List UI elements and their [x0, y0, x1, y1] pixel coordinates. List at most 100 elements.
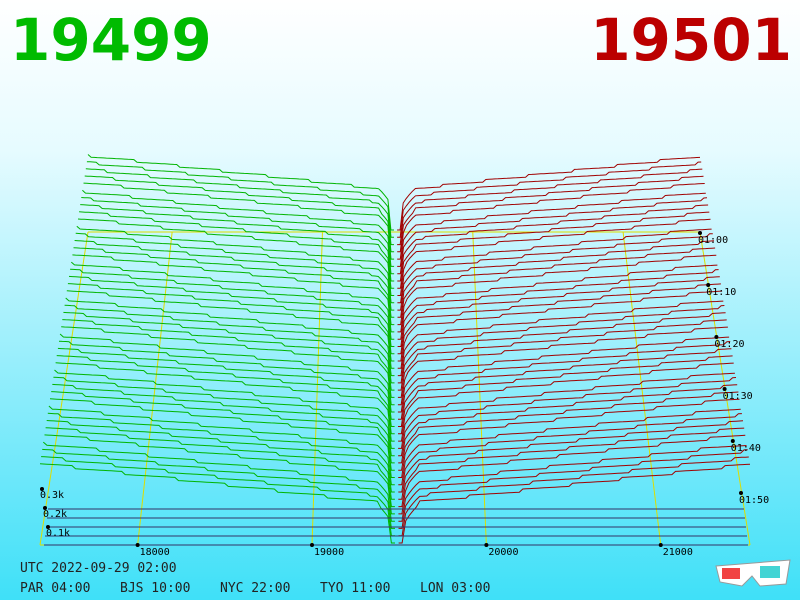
- bid-depth-line: [49, 398, 395, 478]
- ask-depth-line: [398, 427, 745, 508]
- ask-depth-line: [397, 192, 706, 267]
- axis-labels: 18000 19000 20000 21000 01:00 01:10 01:20 01:30…: [40, 231, 769, 558]
- ask-depth-line: [397, 312, 726, 391]
- price-grid: [311, 231, 323, 546]
- bid-depth-line: [72, 254, 395, 333]
- time-tick-label: 01:10: [706, 287, 736, 298]
- bid-depth-line: [55, 362, 395, 442]
- bid-depth-line: [61, 326, 395, 406]
- ask-depth-line: [397, 264, 718, 340]
- bid-depth-line: [59, 333, 395, 413]
- ask-depth-line: [397, 240, 715, 318]
- bid-depth-line: [83, 182, 395, 260]
- bid-depth-line: [65, 297, 395, 377]
- ask-depth-line: [398, 449, 748, 529]
- world-clock: PAR 04:00: [20, 581, 90, 596]
- ask-depth-line: [398, 362, 734, 442]
- bid-depth-line: [70, 268, 395, 347]
- tick-dot: [706, 283, 711, 287]
- price-tick-label: 21000: [663, 547, 693, 558]
- ask-depth-line: [398, 391, 739, 471]
- tick-dot: [310, 543, 315, 547]
- ask-depth-line: [397, 233, 713, 311]
- bid-depth-line: [46, 420, 395, 500]
- ask-depth-line: [397, 156, 701, 231]
- ask-depth-line: [397, 319, 727, 398]
- bid-depth-line: [82, 189, 395, 267]
- depth-tick-label: 0.1k: [46, 528, 70, 539]
- ask-depth-line: [398, 456, 749, 537]
- ask-depth-line: [398, 408, 741, 486]
- bid-depth-line: [87, 154, 394, 231]
- bid-depth-line: [42, 441, 395, 522]
- tick-dot: [40, 487, 44, 491]
- ask-depth-line: [397, 183, 705, 260]
- bid-depth-line: [66, 290, 395, 369]
- ask-depth-line: [397, 326, 728, 406]
- ask-depth-line: [398, 434, 746, 515]
- bid-depth-line: [63, 311, 395, 391]
- bid-depth-line: [64, 304, 395, 384]
- time-tick-label: 01:50: [739, 495, 769, 506]
- tick-dot: [135, 543, 140, 547]
- bid-depth-line: [74, 240, 395, 318]
- bid-depth-line: [42, 448, 395, 529]
- tick-dot: [722, 387, 727, 391]
- bid-depth-line: [53, 376, 395, 457]
- bid-depth-line: [62, 319, 395, 398]
- bid-depth-line: [80, 204, 395, 282]
- time-tick-label: 01:00: [698, 235, 728, 246]
- depth-tick-label: 0.3k: [40, 490, 64, 501]
- bid-depth-line: [67, 283, 395, 362]
- ask-depth-line: [397, 269, 719, 347]
- bid-depth-line: [73, 247, 395, 326]
- ask-depth-line: [397, 247, 716, 326]
- bid-depth-line: [41, 456, 395, 537]
- tick-dot: [698, 231, 702, 235]
- price-tick-label: 19000: [314, 547, 344, 558]
- bid-depth-line: [47, 412, 395, 493]
- ask-depth-line: [397, 254, 717, 333]
- bid-depth-line: [68, 275, 395, 355]
- ask-depth-line: [398, 463, 751, 544]
- ask-depth-line: [398, 420, 744, 500]
- glasses-icon: [715, 559, 791, 587]
- tick-dot: [43, 506, 47, 510]
- bid-price: 19499: [10, 6, 212, 74]
- utc-time: UTC 2022-09-29 02:00: [20, 561, 177, 576]
- bid-depth-line: [44, 434, 395, 515]
- tick-dot: [714, 335, 719, 339]
- bid-depth-line: [56, 355, 395, 435]
- ask-depth-line: [397, 283, 721, 362]
- ask-depth-line: [398, 413, 742, 493]
- time-tick-label: 01:30: [723, 391, 753, 402]
- ask-depth-line: [398, 377, 737, 457]
- time-tick-label: 01:40: [731, 443, 761, 454]
- bid-depth-line: [77, 218, 395, 296]
- depth-tick-label: 0.2k: [43, 509, 67, 520]
- ask-depth-line: [398, 372, 735, 449]
- bid-depth-line: [48, 405, 395, 486]
- ask-depth-line: [397, 175, 704, 253]
- depth-surface: [39, 154, 751, 546]
- world-clock: BJS 10:00: [120, 581, 190, 596]
- tick-dot: [46, 525, 50, 529]
- ask-depth-line: [397, 290, 723, 369]
- bid-depth-line: [79, 211, 395, 289]
- time-tick-label: 01:20: [714, 339, 744, 350]
- ask-depth-line: [398, 355, 733, 435]
- ask-depth-line: [397, 228, 712, 304]
- ask-depth-line: [398, 384, 738, 464]
- bid-depth-line: [52, 383, 395, 464]
- price-grid: [472, 231, 487, 546]
- bid-depth-line: [76, 225, 395, 304]
- ask-depth-line: [397, 211, 710, 289]
- price-tick-label: 20000: [488, 547, 518, 558]
- bid-depth-line: [45, 427, 395, 508]
- ask-depth-line: [397, 168, 703, 246]
- tick-dot: [658, 543, 663, 547]
- bid-depth-line: [84, 175, 395, 253]
